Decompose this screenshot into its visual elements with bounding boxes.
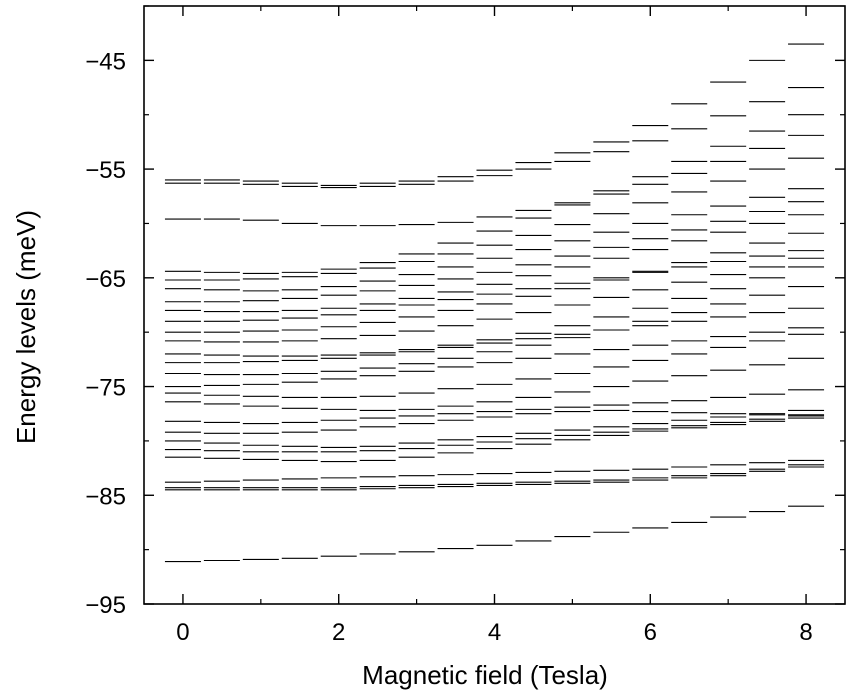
- x-axis-title: Magnetic field (Tesla): [362, 660, 608, 690]
- x-tick-label: 4: [488, 619, 501, 646]
- level-series: [164, 389, 825, 425]
- x-tick-label: 6: [644, 619, 657, 646]
- level-series: [164, 409, 825, 448]
- level-series: [164, 157, 825, 281]
- level-series: [164, 466, 825, 491]
- level-segments: [164, 43, 825, 563]
- level-series: [164, 266, 825, 357]
- level-series: [164, 201, 825, 303]
- axes: 0 2 4 6 8 −45 −55 −65 −75 −85 −95: [85, 5, 846, 646]
- level-series: [164, 333, 825, 398]
- x-tick-label: 8: [799, 619, 812, 646]
- level-series: [164, 250, 825, 322]
- y-tick-label: −65: [85, 266, 126, 293]
- level-series: [164, 307, 825, 364]
- level-series: [164, 232, 825, 333]
- y-tick-label: −45: [85, 48, 126, 75]
- y-axis-title: Energy levels (meV): [11, 210, 41, 444]
- level-series: [164, 43, 825, 186]
- level-series: [164, 86, 825, 189]
- y-tick-label: −95: [85, 592, 126, 619]
- x-tick-label: 2: [332, 619, 345, 646]
- plot-frame: [143, 5, 846, 605]
- level-series: [164, 357, 825, 412]
- y-tick-label: −55: [85, 157, 126, 184]
- level-series: [164, 417, 825, 463]
- level-series: [164, 134, 825, 227]
- level-series: [164, 327, 825, 388]
- level-series: [164, 214, 825, 313]
- y-tick-label: −75: [85, 375, 126, 402]
- level-series: [164, 257, 825, 343]
- level-series: [164, 409, 825, 434]
- level-series: [164, 464, 825, 489]
- y-tick-label: −85: [85, 483, 126, 510]
- level-series: [164, 459, 825, 483]
- level-series: [164, 415, 825, 453]
- x-tick-label: 0: [176, 619, 189, 646]
- level-series: [164, 505, 825, 563]
- level-series: [164, 114, 825, 275]
- level-series: [164, 188, 825, 292]
